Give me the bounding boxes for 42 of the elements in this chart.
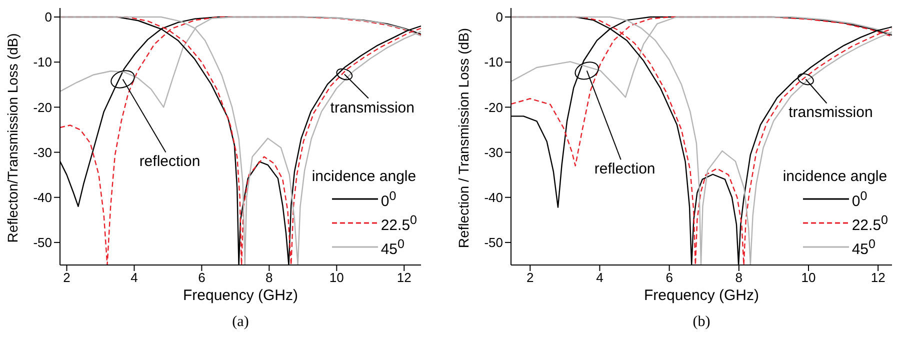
y-tick-label: -30	[33, 144, 52, 160]
x-tick-label: 8	[266, 270, 273, 286]
x-tick-label: 2	[526, 270, 534, 286]
y-tick-label: 0	[44, 10, 52, 25]
x-tick-label: 4	[130, 270, 138, 286]
x-tick-label: 6	[198, 270, 206, 286]
x-tick-label: 2	[63, 270, 70, 286]
y-tick-label: -40	[484, 190, 503, 205]
x-tick-label: 12	[870, 270, 886, 286]
y-tick-label: -10	[484, 54, 503, 70]
x-axis-title: Frequency (GHz)	[182, 287, 298, 304]
y-tick-label: -50	[484, 235, 503, 250]
legend-label: 0$^{0}$	[852, 188, 868, 211]
x-tick-label: 10	[329, 270, 344, 286]
y-tick-label: -40	[33, 190, 52, 205]
y-tick-label: 0	[496, 10, 503, 25]
annotation: reflection	[594, 160, 656, 178]
text: (a)	[231, 314, 250, 331]
y-tick-label: -50	[33, 235, 52, 250]
y-axis-title: Reflecton/Transmission Loss (dB)	[4, 33, 21, 243]
legend-label: 45$^{0}$	[852, 236, 876, 259]
x-tick-label: 10	[801, 270, 816, 286]
legend-label: 0$^{0}$	[380, 188, 396, 211]
annotation: reflection	[139, 153, 200, 170]
legend-label: 22.5$^{0}$	[380, 212, 417, 235]
text: (b)	[692, 314, 712, 331]
annotation: transmission	[788, 104, 873, 122]
legend-label: 22.5$^{0}$	[852, 212, 888, 235]
y-axis-title: Reflection / Transmission Loss (dB)	[456, 28, 472, 248]
x-tick-label: 4	[596, 270, 604, 286]
x-tick-label: 6	[666, 270, 673, 286]
y-tick-label: -20	[484, 100, 503, 115]
legend-title: incidence angle	[782, 167, 888, 186]
y-tick-label: -20	[33, 100, 52, 115]
y-tick-label: -30	[484, 144, 503, 160]
x-axis-title: Frequency (GHz)	[644, 287, 760, 304]
x-tick-label: 8	[735, 270, 743, 286]
legend-label: 45$^{0}$	[380, 236, 404, 259]
y-tick-label: -10	[33, 54, 52, 70]
annotation: transmission	[330, 99, 415, 116]
x-tick-label: 12	[396, 270, 412, 286]
legend-title: incidence angle	[312, 167, 417, 186]
